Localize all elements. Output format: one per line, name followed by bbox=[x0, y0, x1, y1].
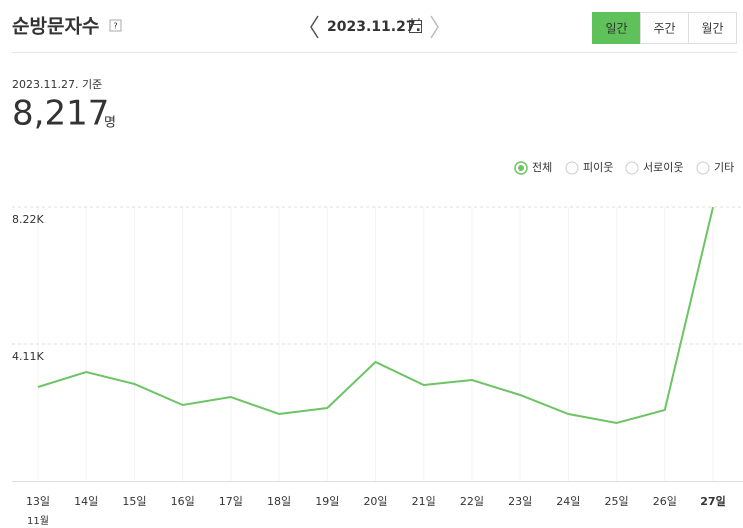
tab-label[interactable]: 월간 bbox=[701, 22, 723, 36]
x-annotation: 11월 bbox=[27, 515, 49, 527]
prev-date[interactable] bbox=[310, 15, 319, 39]
summary-unit: 명 bbox=[104, 116, 116, 131]
x-tick-label: 26일 bbox=[653, 494, 677, 508]
filter-radio[interactable] bbox=[565, 161, 579, 175]
x-tick-label: 27일 bbox=[700, 494, 725, 508]
tab[interactable] bbox=[640, 12, 689, 44]
filter-label[interactable]: 서로이웃 bbox=[643, 161, 683, 174]
x-tick-label: 16일 bbox=[171, 494, 195, 508]
title: 순방문자수 bbox=[12, 16, 99, 38]
x-tick-label: 23일 bbox=[508, 494, 532, 508]
x-tick-label: 19일 bbox=[315, 494, 339, 508]
x-tick-label: 20일 bbox=[363, 494, 387, 508]
summary-date: 2023.11.27. 기준 bbox=[12, 78, 102, 91]
filter-radio[interactable] bbox=[696, 161, 710, 175]
x-tick-label: 24일 bbox=[556, 494, 580, 508]
next-date[interactable] bbox=[430, 15, 439, 39]
x-tick-label: 25일 bbox=[605, 494, 629, 508]
summary-value: 8,217 bbox=[12, 94, 109, 134]
help-box[interactable] bbox=[109, 19, 122, 32]
filter-label[interactable]: 피이웃 bbox=[583, 161, 613, 174]
legend-label[interactable]: 전체 bbox=[532, 161, 552, 174]
y-tick-label: 8.22K bbox=[12, 213, 44, 226]
help-icon[interactable]: ? bbox=[113, 22, 117, 31]
line-series bbox=[37, 206, 714, 425]
tab-label[interactable]: 일간 bbox=[605, 22, 627, 36]
y-tick-label: 4.11K bbox=[12, 350, 44, 363]
x-tick-label: 14일 bbox=[74, 494, 98, 508]
date: 2023.11.27. bbox=[327, 19, 421, 35]
x-tick-label: 15일 bbox=[122, 494, 146, 508]
x-tick-label: 13일 bbox=[26, 494, 50, 508]
filter-radio[interactable] bbox=[625, 161, 639, 175]
tab[interactable] bbox=[688, 12, 737, 44]
filter-label[interactable]: 기타 bbox=[714, 161, 734, 174]
calendar-icon[interactable] bbox=[409, 18, 422, 33]
x-tick-label: 18일 bbox=[267, 494, 291, 508]
x-tick-label: 22일 bbox=[460, 494, 484, 508]
legend-radio-dot[interactable] bbox=[518, 165, 524, 171]
x-tick-label: 21일 bbox=[412, 494, 436, 508]
tab-label[interactable]: 주간 bbox=[653, 22, 675, 36]
x-tick-label: 17일 bbox=[219, 494, 243, 508]
